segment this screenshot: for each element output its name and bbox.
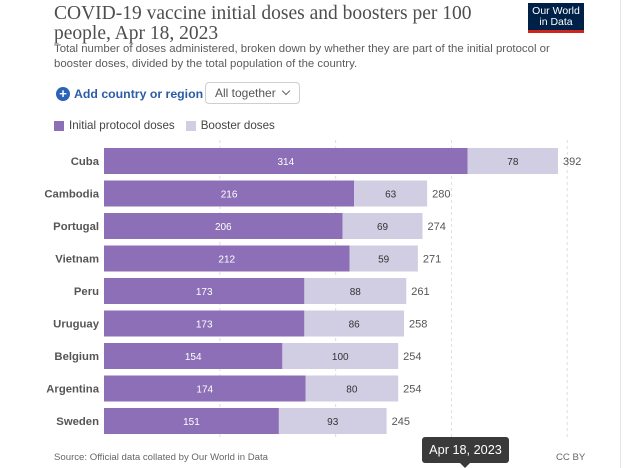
category-label-cambodia: Cambodia — [44, 189, 99, 201]
bar-peru-booster — [304, 278, 407, 304]
stack-mode-dropdown[interactable]: All together — [205, 82, 300, 104]
value-label-argentina-initial: 174 — [196, 385, 213, 396]
page-border-line — [620, 0, 621, 468]
legend-label-booster: Booster doses — [200, 119, 275, 132]
total-label-portugal: 274 — [427, 221, 445, 233]
chart-subtitle: Total number of doses administered, brok… — [54, 43, 550, 70]
category-label-portugal: Portugal — [53, 221, 99, 233]
total-label-cambodia: 280 — [432, 189, 450, 201]
value-label-vietnam-booster: 59 — [378, 255, 390, 266]
logo-line-2: in Data — [539, 16, 573, 28]
chart-title: COVID-19 vaccine initial doses and boost… — [54, 3, 472, 44]
bar-cuba-booster — [467, 148, 558, 174]
license-label[interactable]: CC BY — [556, 452, 586, 463]
value-label-belgium-initial: 154 — [185, 352, 202, 363]
total-label-vietnam: 271 — [423, 254, 441, 266]
value-label-uruguay-initial: 173 — [196, 320, 213, 331]
value-label-sweden-initial: 151 — [183, 417, 200, 428]
tooltip-arrow — [460, 463, 470, 468]
value-label-cambodia-initial: 216 — [221, 190, 238, 201]
bar-argentina-booster — [305, 375, 399, 402]
value-label-cuba-booster: 78 — [507, 157, 519, 168]
bar-uruguay-initial — [104, 310, 305, 337]
value-label-cambodia-booster: 63 — [385, 190, 397, 201]
plus-circle-icon: + — [56, 87, 70, 101]
bar-argentina-initial — [104, 375, 306, 402]
value-label-peru-initial: 173 — [196, 287, 213, 298]
total-label-belgium: 254 — [403, 351, 421, 363]
category-label-uruguay: Uruguay — [53, 319, 100, 331]
category-label-argentina: Argentina — [46, 384, 99, 396]
bar-sweden-booster — [278, 408, 387, 434]
value-label-portugal-initial: 206 — [215, 222, 232, 233]
bar-cuba-initial — [104, 148, 468, 174]
bar-vietnam-booster — [349, 245, 418, 272]
legend-item-initial[interactable]: Initial protocol doses — [54, 119, 175, 132]
category-label-vietnam: Vietnam — [55, 254, 99, 266]
legend-swatch-initial — [54, 120, 64, 131]
bar-vietnam-initial — [104, 245, 350, 272]
category-label-cuba: Cuba — [71, 156, 100, 168]
category-label-sweden: Sweden — [56, 416, 99, 428]
bar-cambodia-booster — [354, 180, 428, 207]
legend-label-initial: Initial protocol doses — [69, 119, 175, 132]
category-label-peru: Peru — [74, 286, 99, 298]
value-label-argentina-booster: 80 — [346, 385, 358, 396]
total-label-peru: 261 — [411, 286, 429, 298]
bar-belgium-initial — [104, 343, 283, 369]
bar-belgium-booster — [282, 343, 399, 369]
legend-item-booster[interactable]: Booster doses — [185, 119, 275, 132]
category-label-belgium: Belgium — [54, 351, 99, 363]
bar-portugal-booster — [342, 213, 423, 239]
bar-sweden-initial — [104, 408, 279, 434]
add-country-label: Add country or region — [74, 87, 204, 101]
legend-swatch-booster — [185, 120, 196, 131]
value-label-cuba-initial: 314 — [277, 157, 294, 168]
add-country-button[interactable]: + Add country or region — [56, 86, 203, 102]
total-label-uruguay: 258 — [409, 319, 427, 331]
value-label-vietnam-initial: 212 — [218, 255, 235, 266]
chart-legend: Initial protocol doses Booster doses — [54, 119, 286, 132]
bar-cambodia-initial — [104, 180, 355, 207]
total-label-cuba: 392 — [563, 156, 581, 168]
value-label-sweden-booster: 93 — [327, 417, 339, 428]
timeline-tooltip: Apr 18, 2023 — [422, 437, 509, 463]
owid-logo[interactable]: Our World in Data — [528, 3, 584, 33]
bar-portugal-initial — [104, 213, 343, 239]
value-label-peru-booster: 88 — [350, 287, 362, 298]
bar-peru-initial — [104, 278, 305, 304]
value-label-uruguay-booster: 86 — [349, 320, 361, 331]
logo-accent-bar — [528, 30, 584, 33]
value-label-portugal-booster: 69 — [377, 222, 389, 233]
bar-uruguay-booster — [304, 310, 404, 337]
logo-line-1: Our World — [532, 5, 580, 17]
dropdown-label: All together — [215, 86, 276, 100]
value-label-belgium-booster: 100 — [332, 352, 349, 363]
total-label-argentina: 254 — [403, 384, 421, 396]
source-note[interactable]: Source: Official data collated by Our Wo… — [54, 452, 269, 463]
total-label-sweden: 245 — [392, 416, 410, 428]
